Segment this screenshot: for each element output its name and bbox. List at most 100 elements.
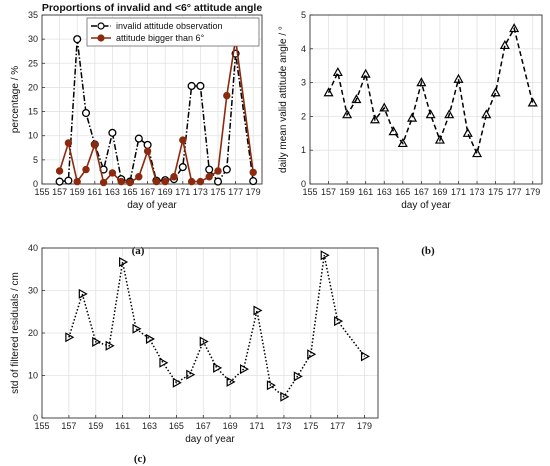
data-point	[135, 173, 143, 181]
y-axis-label: percentage / %	[10, 66, 21, 133]
data-point	[249, 177, 258, 186]
chart-title: Proportions of invalid and <6° attitude …	[42, 2, 263, 14]
x-tick-label: 175	[303, 421, 318, 431]
x-tick-label: 159	[340, 187, 355, 197]
data-point	[73, 35, 82, 44]
x-tick-label: 163	[377, 187, 392, 197]
data-point	[490, 87, 501, 97]
data-point	[307, 349, 317, 360]
series-line-b	[327, 26, 534, 156]
series-line-attitude-bigger-than-6-	[58, 38, 254, 185]
data-point	[425, 109, 436, 119]
data-point	[126, 178, 134, 187]
data-point	[369, 114, 380, 124]
y-tick-label: 1	[301, 145, 306, 155]
data-point	[143, 147, 152, 155]
x-tick-label: 177	[228, 187, 243, 197]
data-point	[481, 109, 492, 119]
x-tick-label: 179	[525, 187, 540, 197]
data-point	[293, 371, 303, 382]
data-point	[199, 336, 209, 347]
x-tick-label: 161	[115, 421, 130, 431]
y-tick-label: 5	[301, 10, 306, 20]
y-tick-label: 4	[301, 44, 306, 54]
data-point	[172, 377, 182, 388]
data-point	[161, 177, 169, 186]
data-point	[379, 102, 390, 112]
data-point	[78, 288, 88, 299]
legend-marker	[97, 22, 105, 30]
y-tick-label: 30	[28, 34, 38, 44]
data-point	[323, 87, 334, 97]
data-point	[105, 340, 115, 351]
data-point	[82, 165, 90, 174]
y-tick-label: 10	[28, 131, 38, 141]
data-point	[332, 67, 343, 77]
y-tick-label: 2	[301, 111, 306, 121]
x-tick-label: 163	[105, 187, 120, 197]
series-line-invalid-attitude-observation	[59, 39, 254, 183]
data-point	[213, 362, 223, 373]
x-tick-label: 167	[140, 187, 155, 197]
y-tick-label: 15	[28, 107, 38, 117]
data-point	[462, 127, 473, 137]
data-point	[434, 134, 445, 144]
panel-caption: (c)	[134, 453, 147, 465]
data-point	[213, 177, 223, 186]
y-tick-label: 30	[28, 286, 38, 296]
x-tick-label: 173	[470, 187, 485, 197]
x-tick-label: 165	[169, 421, 184, 431]
data-point	[92, 336, 102, 347]
data-point	[388, 126, 399, 136]
data-point	[55, 167, 64, 175]
legend-box	[86, 17, 260, 47]
x-tick-label: 167	[414, 187, 429, 197]
data-point	[187, 81, 196, 91]
data-point	[205, 173, 213, 181]
x-tick-label: 157	[321, 187, 336, 197]
data-point	[249, 168, 257, 177]
data-point	[64, 176, 73, 185]
x-tick-label: 155	[34, 421, 49, 431]
panel-caption: (b)	[421, 245, 435, 257]
legend-marker	[97, 34, 105, 42]
x-tick-label: 171	[250, 421, 265, 431]
x-tick-label: 159	[70, 187, 85, 197]
x-tick-label: 161	[87, 187, 102, 197]
x-tick-label: 163	[142, 421, 157, 431]
data-point	[509, 23, 520, 33]
data-point	[397, 138, 408, 148]
data-point	[99, 178, 108, 187]
data-point	[108, 128, 117, 137]
data-point	[499, 39, 510, 50]
x-tick-label: 167	[196, 421, 211, 431]
y-tick-label: 40	[28, 243, 38, 253]
data-point	[407, 112, 418, 122]
data-point	[186, 369, 196, 380]
x-tick-label: 171	[451, 187, 466, 197]
panel-caption: (a)	[132, 245, 145, 257]
data-point	[145, 333, 155, 344]
data-point	[132, 323, 142, 334]
data-point	[416, 77, 427, 87]
series-line-c	[68, 255, 366, 398]
data-point	[240, 364, 250, 375]
x-tick-label: 161	[358, 187, 373, 197]
data-point	[360, 68, 371, 78]
data-point	[108, 169, 117, 177]
x-tick-label: 155	[302, 187, 317, 197]
x-tick-label: 179	[357, 421, 372, 431]
x-tick-label: 157	[61, 421, 76, 431]
data-point	[64, 139, 73, 147]
data-point	[143, 140, 152, 149]
panel-c: 155 157 159 161 163 165 167 169 171 173 175 177 179 0…	[10, 243, 379, 465]
x-tick-label: 179	[246, 187, 261, 197]
data-point	[152, 177, 161, 186]
data-point	[226, 376, 236, 387]
x-tick-label: 171	[175, 187, 190, 197]
x-tick-label: 175	[488, 187, 503, 197]
data-point	[81, 108, 91, 118]
x-tick-label: 177	[330, 421, 345, 431]
data-point	[320, 250, 330, 261]
data-point	[266, 380, 276, 391]
